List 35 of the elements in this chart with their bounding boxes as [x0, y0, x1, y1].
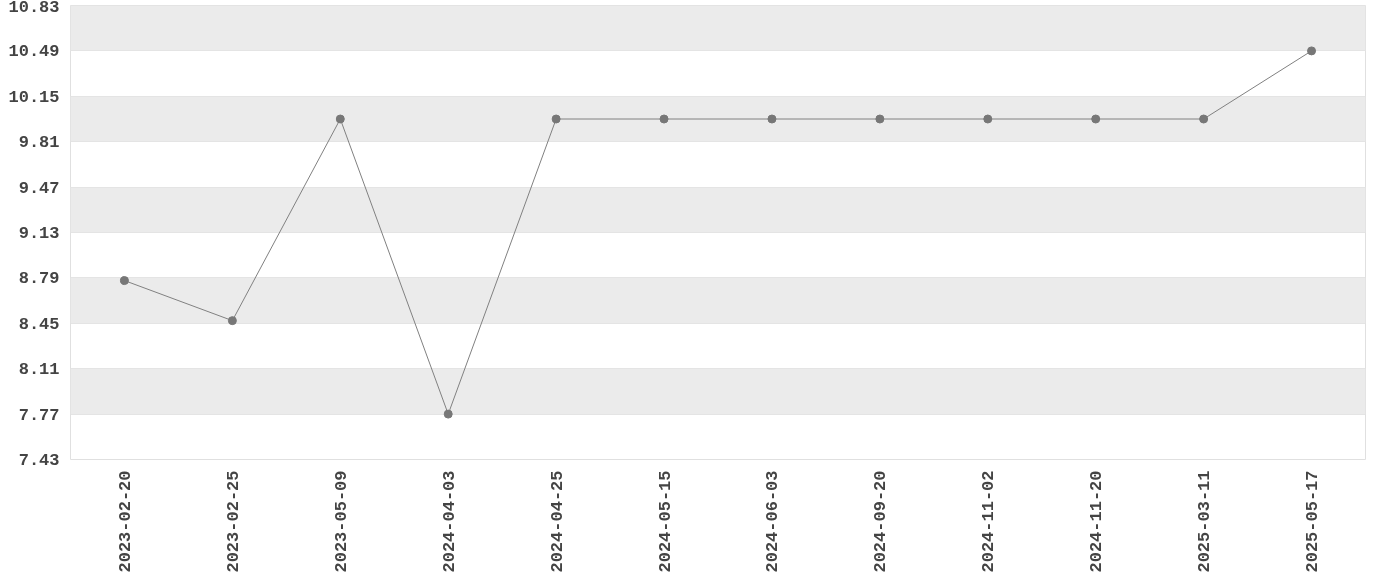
y-tick-label: 10.49: [8, 42, 60, 62]
x-tick-label: 2023-02-20: [115, 470, 135, 573]
point: [227, 316, 237, 326]
x-tick-label: 2024-11-20: [1087, 470, 1107, 573]
y-tick-label: 9.13: [18, 224, 60, 243]
y-tick-label: 8.11: [18, 360, 60, 380]
point: [335, 114, 345, 124]
x-tick-label: 2024-11-02: [979, 470, 999, 573]
x-tick-label: 2024-06-03: [763, 470, 783, 573]
x-tick-label: 2024-09-20: [871, 470, 891, 573]
x-tick-label: 2025-05-17: [1303, 470, 1323, 573]
point: [1307, 46, 1317, 56]
point: [551, 114, 561, 124]
point: [659, 114, 669, 124]
point: [983, 114, 993, 124]
y-tick-label: 7.43: [18, 451, 60, 470]
y-tick-label: 10.15: [8, 87, 60, 107]
y-tick-label: 7.77: [18, 405, 60, 425]
x-tick-label: 2025-03-11: [1195, 470, 1215, 573]
y-tick-label: 10.83: [8, 0, 60, 17]
y-tick-label: 9.81: [18, 133, 60, 153]
y-tick-label: 8.79: [18, 269, 60, 289]
y-tick-label: 9.47: [18, 178, 60, 198]
point: [1091, 114, 1101, 124]
x-tick-label: 2024-04-25: [547, 470, 567, 573]
point: [767, 114, 777, 124]
y-tick-label: 8.45: [18, 314, 60, 334]
x-tick-label: 2023-05-09: [331, 470, 351, 573]
x-tick-label: 2024-04-03: [439, 470, 459, 573]
point: [1199, 114, 1209, 124]
point: [443, 409, 453, 419]
point: [119, 276, 129, 286]
x-tick-label: 2024-05-15: [655, 470, 675, 573]
x-tick-label: 2023-02-25: [223, 470, 243, 573]
point: [875, 114, 885, 124]
